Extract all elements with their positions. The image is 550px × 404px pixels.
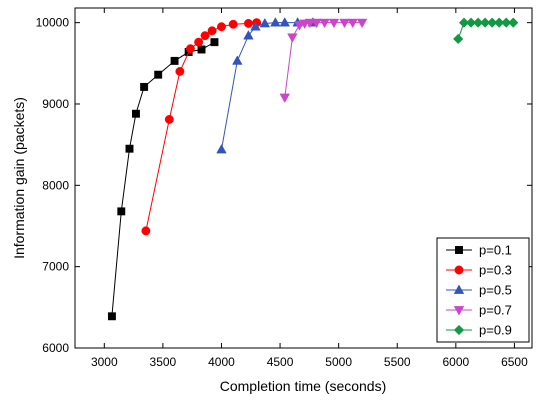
series-p=0.9 <box>453 17 519 45</box>
series-layer <box>107 17 519 321</box>
data-point <box>243 30 254 40</box>
legend-entry: p=0.5 <box>446 283 512 298</box>
y-tick-label: 8000 <box>42 178 69 192</box>
y-tick-label: 6000 <box>42 341 69 355</box>
series-p=0.3 <box>141 18 262 236</box>
legend-marker <box>453 284 465 294</box>
legend-entry: p=0.3 <box>446 263 512 278</box>
data-point <box>279 93 290 103</box>
x-tick-label: 4500 <box>267 355 294 369</box>
data-point <box>501 17 512 28</box>
data-point <box>170 56 179 65</box>
x-tick-label: 6500 <box>501 355 528 369</box>
data-point <box>494 17 505 28</box>
series-line <box>111 41 215 317</box>
data-point <box>175 66 185 76</box>
data-point <box>453 33 464 45</box>
data-point <box>131 109 140 118</box>
legend: p=0.1 p=0.3 p=0.5 p=0.7 p=0.9 <box>436 237 530 343</box>
data-point <box>270 17 281 27</box>
y-tick-label: 7000 <box>42 260 69 274</box>
y-axis-label: Information gain (packets) <box>11 97 27 259</box>
legend-entry: p=0.1 <box>446 243 512 258</box>
data-point <box>311 18 322 29</box>
legend-marker <box>454 265 464 275</box>
data-point <box>250 21 261 31</box>
data-point <box>164 114 174 124</box>
data-point <box>210 38 219 47</box>
legend-label: p=0.9 <box>479 323 512 338</box>
legend-label: p=0.1 <box>479 243 512 258</box>
y-tick-label: 9000 <box>42 97 69 111</box>
legend-marker <box>453 306 465 316</box>
data-point <box>465 17 477 28</box>
data-point <box>487 17 498 28</box>
data-point <box>107 312 116 321</box>
data-point <box>472 17 484 28</box>
data-point <box>339 18 350 29</box>
data-point <box>356 18 368 29</box>
data-point <box>125 144 134 153</box>
legend-label: p=0.3 <box>479 263 512 278</box>
data-point <box>141 226 151 236</box>
data-point <box>347 18 358 29</box>
data-point <box>479 17 491 28</box>
data-point <box>328 18 340 29</box>
legend-label: p=0.7 <box>479 303 512 318</box>
data-point <box>508 17 519 28</box>
legend-marker <box>455 246 463 254</box>
data-point <box>319 18 330 29</box>
data-point <box>259 17 271 28</box>
series-p=0.7 <box>279 18 368 103</box>
data-point <box>279 17 290 27</box>
data-point <box>185 44 195 54</box>
data-point <box>217 22 226 32</box>
data-point <box>200 31 210 41</box>
data-point <box>207 26 217 36</box>
data-point <box>287 33 298 43</box>
x-tick-label: 5500 <box>384 355 411 369</box>
x-tick-label: 4000 <box>208 355 235 369</box>
x-tick-label: 3500 <box>150 355 177 369</box>
x-tick-label: 5000 <box>325 355 352 369</box>
data-point <box>458 17 470 28</box>
data-point <box>304 18 316 29</box>
x-tick-label: 3000 <box>91 355 118 369</box>
data-point <box>232 55 243 65</box>
ticks: 3000 3500 4000 4500 5000 5500 6000 6500 6000 7000… <box>36 8 532 369</box>
legend-entry: p=0.7 <box>446 303 512 318</box>
data-point <box>154 70 163 79</box>
data-point <box>117 207 126 216</box>
x-axis-label: Completion time (seconds) <box>220 378 387 394</box>
data-point <box>243 19 253 28</box>
legend-marker <box>453 324 465 336</box>
data-point <box>228 19 238 29</box>
data-point <box>216 144 227 154</box>
data-point <box>197 45 206 54</box>
legend-entry: p=0.9 <box>446 323 512 338</box>
data-point <box>194 37 204 47</box>
x-tick-label: 6000 <box>442 355 469 369</box>
y-tick-label: 10000 <box>36 16 70 30</box>
legend-label: p=0.5 <box>479 283 512 298</box>
data-point <box>140 82 149 91</box>
